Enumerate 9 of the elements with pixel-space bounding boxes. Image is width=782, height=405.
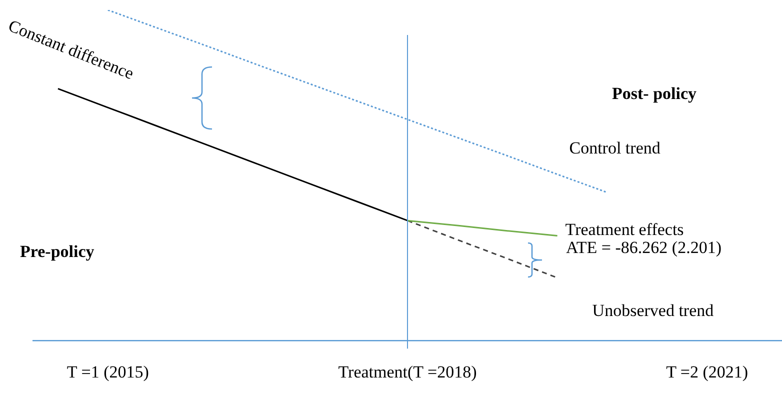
annotation: Post- policy: [612, 84, 698, 103]
text: Unobserved trend: [592, 300, 714, 320]
series-label: Control trend: [569, 138, 661, 158]
x-tick-label: T =1 (2015): [66, 362, 149, 382]
x-tick-label: Treatment(T =2018): [338, 362, 477, 382]
series-label: Treatment effects: [565, 220, 684, 239]
annotation: Pre-policy: [20, 242, 95, 261]
annotation: ATE = -86.262 (2.201): [566, 238, 722, 257]
x-tick-label: T =2 (2021): [666, 362, 748, 382]
